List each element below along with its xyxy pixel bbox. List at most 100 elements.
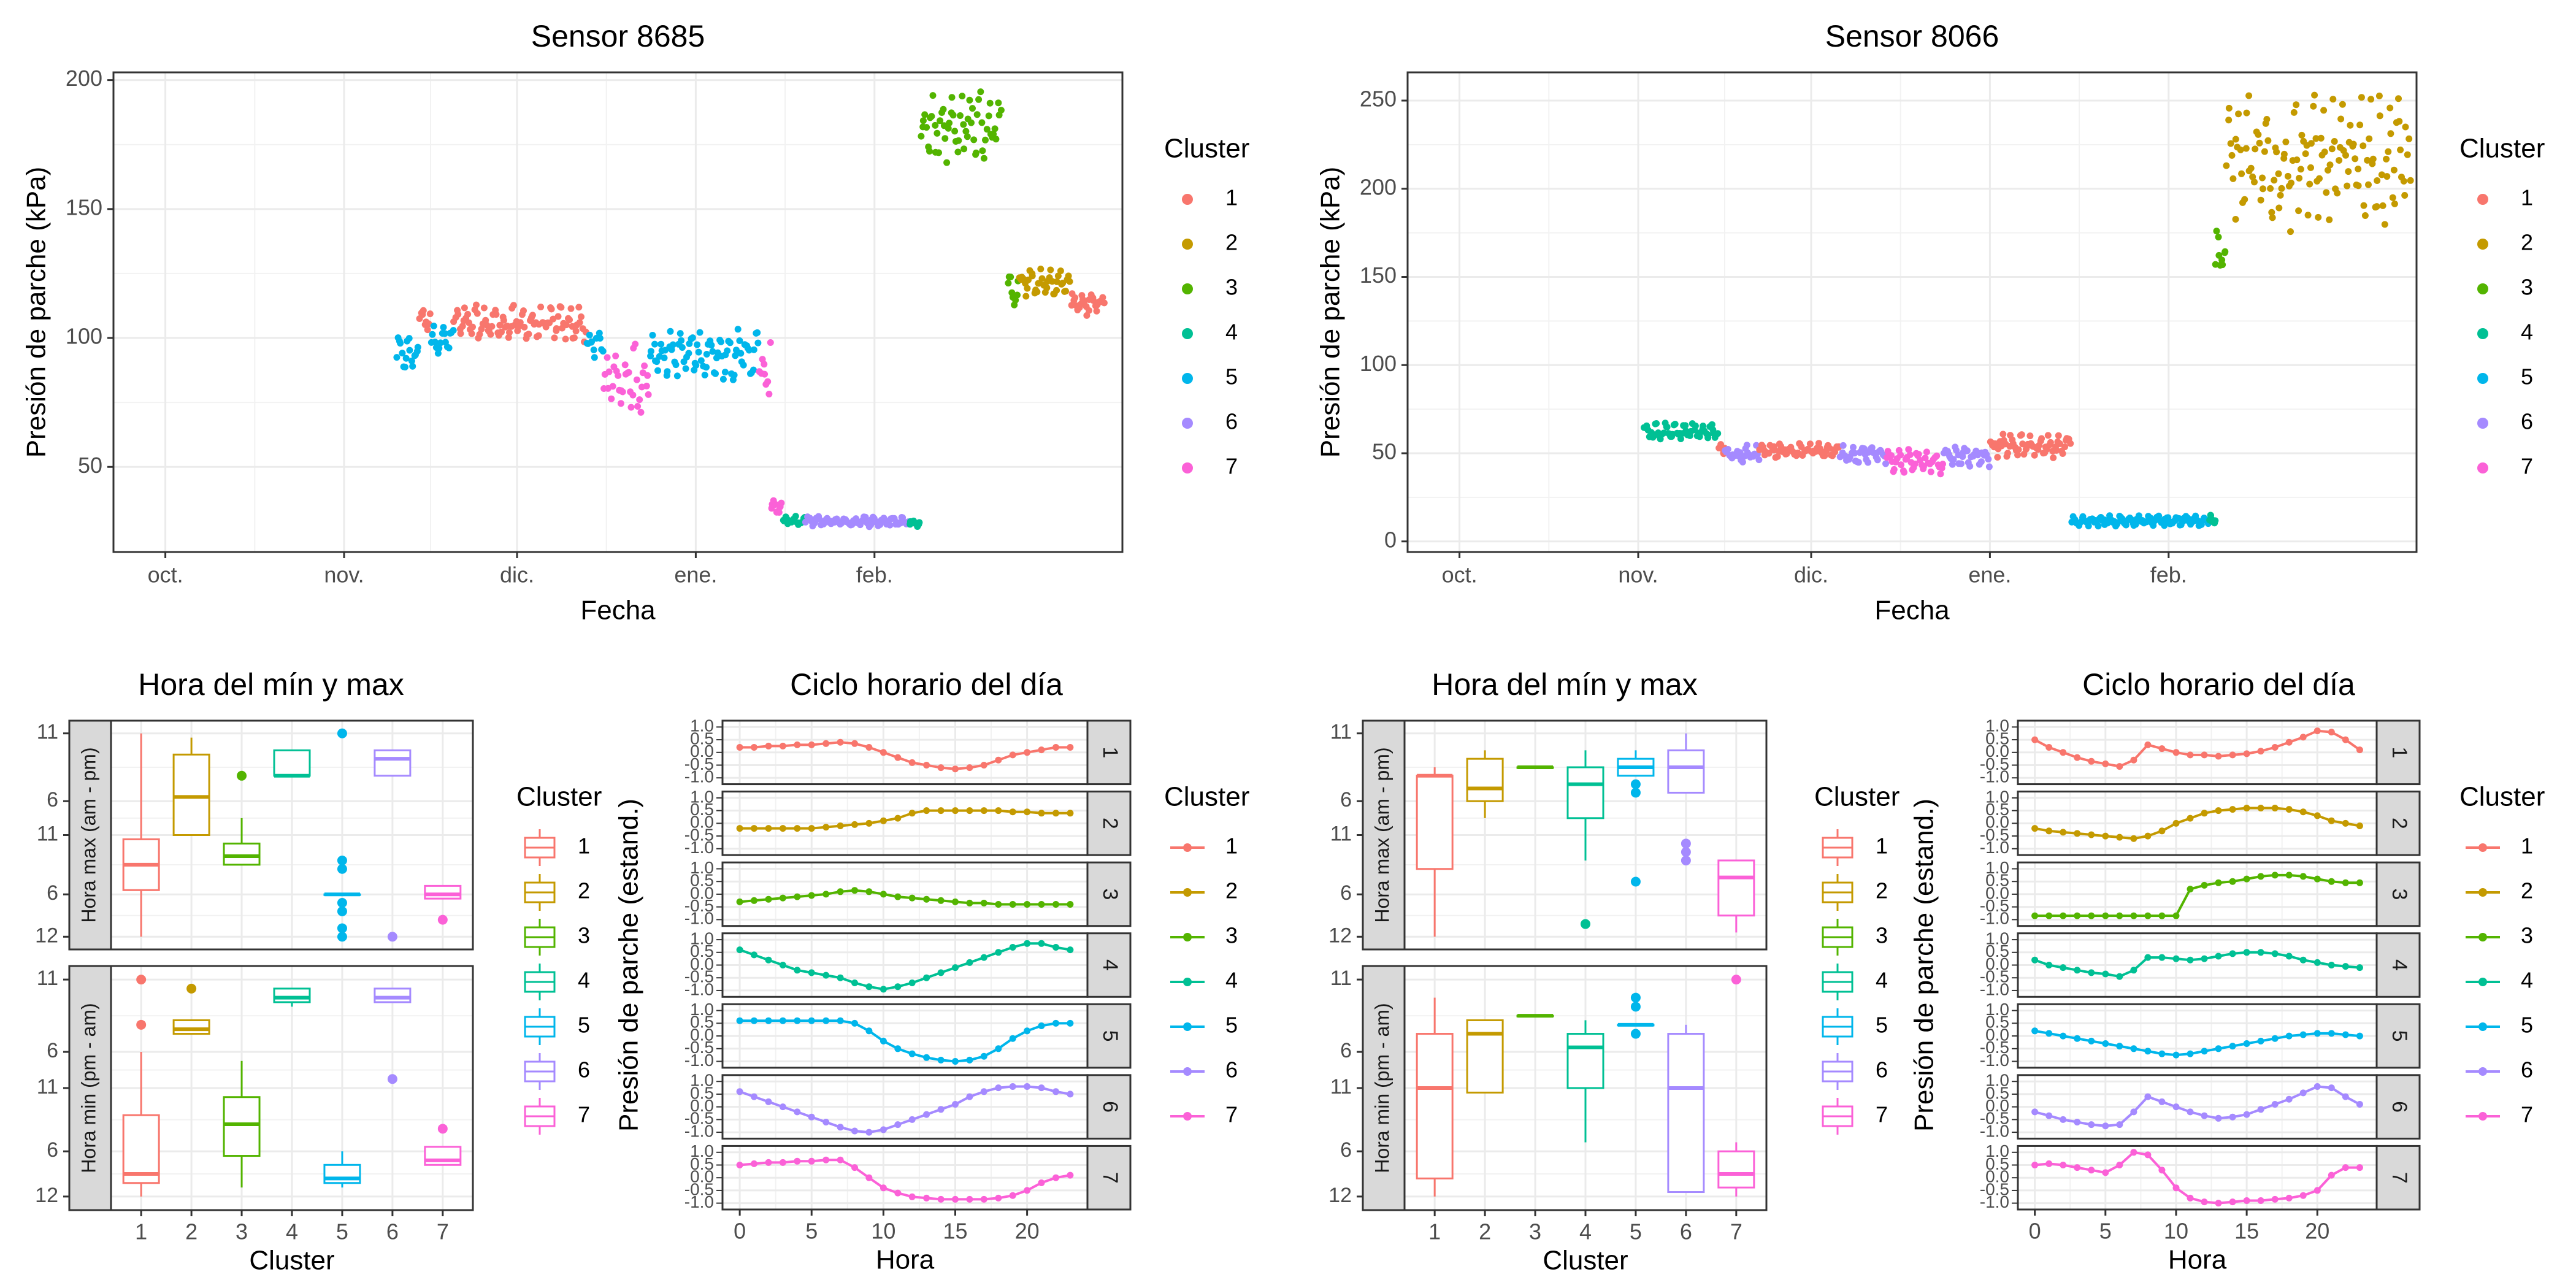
y-tick-label: 6 xyxy=(47,1138,58,1162)
data-point xyxy=(2381,221,2388,228)
data-point xyxy=(2245,92,2253,99)
series-point xyxy=(2116,763,2123,770)
series-point xyxy=(908,810,916,817)
series-point xyxy=(2201,810,2208,817)
data-point xyxy=(586,331,593,339)
data-point xyxy=(2367,96,2375,103)
data-point xyxy=(2405,135,2413,142)
y-axis-label: Presión de parche (estand.) xyxy=(614,799,644,1132)
box-outlier xyxy=(136,1019,147,1030)
data-point xyxy=(553,325,560,332)
legend-label: 5 xyxy=(1225,1013,1238,1038)
series-point xyxy=(2187,1194,2194,1202)
series-point xyxy=(2031,1027,2039,1035)
series-point xyxy=(995,901,1002,908)
series-point xyxy=(837,822,844,829)
y-tick-label: 0.0 xyxy=(1985,1025,2009,1044)
data-point xyxy=(434,350,442,357)
data-point xyxy=(2059,450,2066,457)
series-point xyxy=(923,762,930,769)
facet-strip xyxy=(1086,1144,1132,1211)
data-point xyxy=(625,369,632,376)
x-tick-label: nov. xyxy=(324,562,364,588)
data-point xyxy=(596,335,604,342)
data-point xyxy=(2271,177,2278,184)
data-point xyxy=(701,372,708,378)
y-tick-label: 0.0 xyxy=(1985,954,2009,973)
chart-title: Hora del mín y max xyxy=(138,667,404,702)
panel-border xyxy=(110,719,474,951)
series-point xyxy=(2144,1093,2152,1100)
box-body xyxy=(1416,1033,1454,1179)
series-point xyxy=(2187,751,2194,759)
x-tick-label: dic. xyxy=(1794,562,1828,588)
legend-label: 7 xyxy=(2521,1102,2533,1127)
data-point xyxy=(2161,522,2168,529)
data-point xyxy=(2227,140,2234,147)
legend-label: 1 xyxy=(1225,185,1238,210)
data-point xyxy=(792,513,799,520)
data-point xyxy=(493,311,500,318)
y-tick-label: -0.5 xyxy=(684,1109,714,1128)
legend-label: 4 xyxy=(1225,320,1238,345)
series-point xyxy=(2158,1167,2166,1174)
box-outlier xyxy=(437,1124,448,1134)
box-body xyxy=(1566,1033,1604,1089)
series-point xyxy=(2313,1030,2321,1037)
series-point xyxy=(2229,878,2236,885)
series-point xyxy=(2130,756,2137,764)
series-point xyxy=(736,1088,743,1095)
y-tick-label: -1.0 xyxy=(1980,1192,2009,1211)
series-point xyxy=(865,888,873,895)
series-point xyxy=(2229,950,2236,957)
series-point xyxy=(2328,878,2335,885)
data-point xyxy=(612,352,619,359)
series-point xyxy=(1052,1019,1059,1027)
data-point xyxy=(2268,209,2275,216)
legend-title: Cluster xyxy=(2459,134,2545,164)
facet-strip xyxy=(1086,791,1132,856)
data-point xyxy=(692,362,700,369)
series-point xyxy=(837,974,844,981)
data-point xyxy=(2232,136,2239,143)
series-point xyxy=(995,1045,1002,1052)
series-point xyxy=(2088,912,2095,919)
y-tick-label: 0.5 xyxy=(690,871,714,890)
data-point xyxy=(1994,454,2001,461)
legend-key-point xyxy=(2477,328,2488,339)
data-point xyxy=(2310,102,2317,110)
series-point xyxy=(2342,736,2349,743)
series-point xyxy=(2031,1162,2039,1168)
data-point xyxy=(2320,107,2328,114)
data-point xyxy=(745,347,753,354)
y-tick-label: 200 xyxy=(66,66,102,91)
facet-strip-label: Hora min (pm - am) xyxy=(77,1003,99,1173)
y-tick-label: -1.0 xyxy=(1980,838,2009,857)
legend-label: 3 xyxy=(1876,923,1888,948)
legend-label: 7 xyxy=(2521,454,2533,479)
data-point xyxy=(1906,451,1914,458)
series-point xyxy=(2356,746,2363,754)
legend-label: 2 xyxy=(1876,878,1888,903)
data-point xyxy=(402,355,410,362)
data-point xyxy=(2337,115,2345,123)
data-point xyxy=(2360,202,2367,209)
data-point xyxy=(867,521,875,529)
series-point xyxy=(2229,806,2236,813)
box-body xyxy=(1667,749,1705,794)
data-point xyxy=(764,378,772,385)
series-point xyxy=(2201,1198,2208,1206)
legend-box-8066: Cluster 1 2 3 4 5 6 7 xyxy=(1814,782,1899,1135)
box-outlier xyxy=(1630,788,1641,798)
data-point xyxy=(1053,286,1060,294)
series-point xyxy=(2271,1035,2279,1042)
legend-label: 5 xyxy=(578,1013,590,1038)
y-tick-label: 0.5 xyxy=(1985,729,2009,748)
legend-key-point xyxy=(1183,933,1192,941)
y-tick-label: -0.5 xyxy=(684,825,714,844)
series-point xyxy=(2172,819,2180,827)
data-point xyxy=(645,391,652,398)
y-tick-label: 50 xyxy=(78,453,102,478)
data-point xyxy=(991,125,999,132)
data-point xyxy=(2329,96,2337,103)
